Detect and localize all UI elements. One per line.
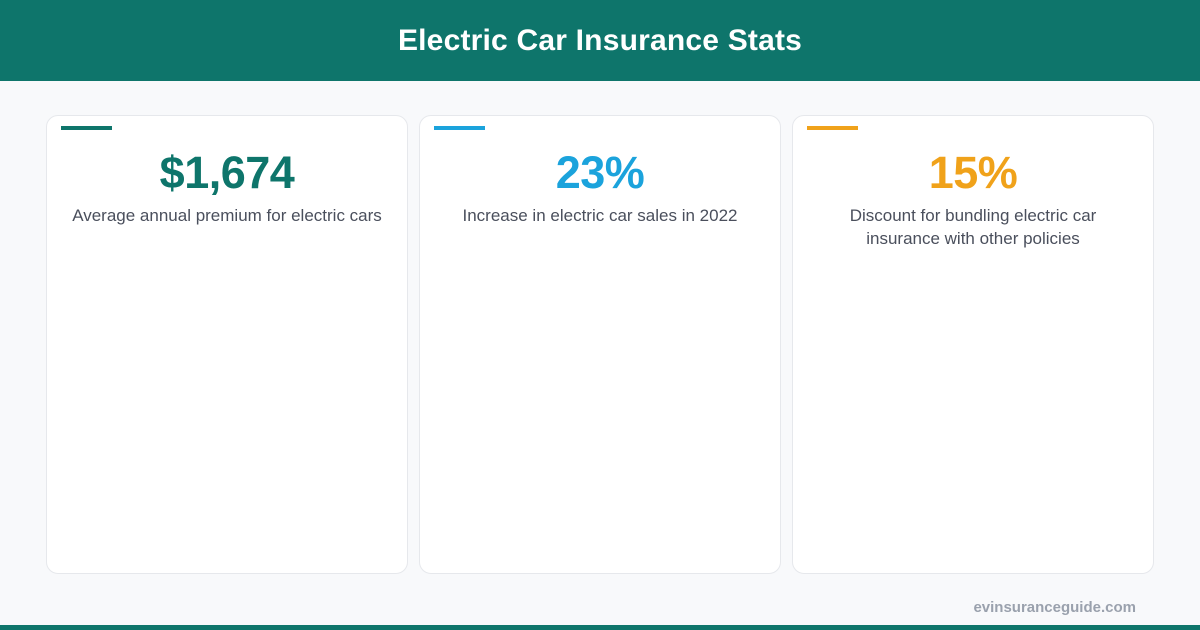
stat-value: 15% bbox=[928, 147, 1018, 198]
card-accent-bar bbox=[434, 126, 485, 130]
footer-site-link[interactable]: evinsuranceguide.com bbox=[973, 599, 1136, 616]
stat-description: Average annual premium for electric cars bbox=[72, 206, 382, 225]
footer-divider bbox=[0, 625, 1200, 630]
stat-card-sales: 23% Increase in electric car sales in 20… bbox=[419, 115, 781, 574]
stat-value: $1,674 bbox=[159, 147, 295, 198]
card-accent-bar bbox=[807, 126, 858, 130]
card-accent-bar bbox=[61, 126, 112, 130]
stat-card-discount: 15% Discount for bundling electric car i… bbox=[792, 115, 1154, 574]
header-banner: Electric Car Insurance Stats bbox=[0, 0, 1200, 81]
stat-description: Discount for bundling electric car insur… bbox=[849, 206, 1097, 248]
stat-description: Increase in electric car sales in 2022 bbox=[462, 206, 738, 225]
stat-value: 23% bbox=[555, 147, 645, 198]
page-title: Electric Car Insurance Stats bbox=[397, 23, 803, 57]
stat-card-premium: $1,674 Average annual premium for electr… bbox=[46, 115, 408, 574]
